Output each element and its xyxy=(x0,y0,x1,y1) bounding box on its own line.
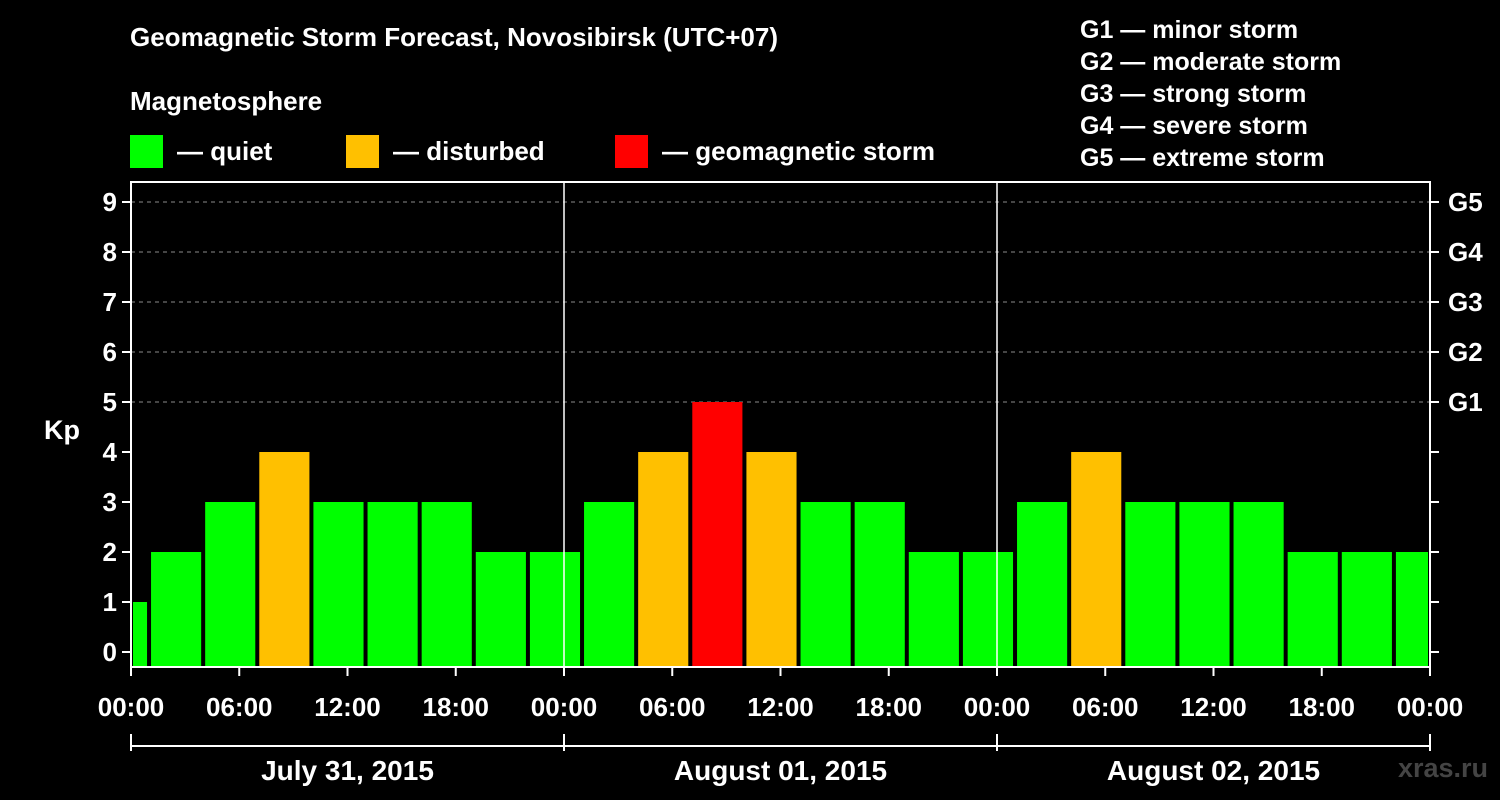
xtick-label-12: 00:00 xyxy=(1397,692,1464,722)
kp-bar-11 xyxy=(692,402,743,667)
kp-bar-2 xyxy=(205,502,256,667)
ytick-label-5: 5 xyxy=(103,387,117,417)
g-scale-g4: G4 — severe storm xyxy=(1080,112,1308,140)
right-tick-label-G5: G5 xyxy=(1448,187,1483,217)
right-tick-label-G1: G1 xyxy=(1448,387,1483,417)
ytick-label-7: 7 xyxy=(103,287,117,317)
g-scale-g2: G2 — moderate storm xyxy=(1080,48,1342,76)
watermark: xras.ru xyxy=(1397,753,1488,783)
xtick-label-1: 06:00 xyxy=(206,692,273,722)
right-tick-label-G2: G2 xyxy=(1448,337,1483,367)
magnetosphere-label: Magnetosphere xyxy=(130,86,323,116)
kp-bar-6 xyxy=(421,502,472,667)
kp-bar-1 xyxy=(151,552,202,667)
legend-item-disturbed: — disturbed xyxy=(346,134,545,168)
xtick-label-0: 00:00 xyxy=(98,692,165,722)
day-label-2: August 02, 2015 xyxy=(1107,755,1320,786)
xtick-label-10: 12:00 xyxy=(1180,692,1247,722)
kp-bar-21 xyxy=(1233,502,1284,667)
ytick-label-6: 6 xyxy=(103,337,117,367)
y-axis-label: Kp xyxy=(44,415,80,445)
ytick-label-8: 8 xyxy=(103,237,117,267)
kp-bar-18 xyxy=(1071,452,1122,667)
right-tick-label-G3: G3 xyxy=(1448,287,1483,317)
kp-bar-17 xyxy=(1017,502,1068,667)
kp-bar-5 xyxy=(367,502,418,667)
ytick-label-1: 1 xyxy=(103,587,117,617)
legend-swatch-disturbed xyxy=(346,134,379,168)
xtick-label-9: 06:00 xyxy=(1072,692,1139,722)
kp-bar-15 xyxy=(908,552,959,667)
right-tick-label-G4: G4 xyxy=(1448,237,1483,267)
kp-bar-13 xyxy=(800,502,851,667)
legend-label-quiet: — quiet xyxy=(177,135,273,166)
legend-label-disturbed: — disturbed xyxy=(393,135,545,166)
kp-bar-23 xyxy=(1341,552,1392,667)
g-scale-g3: G3 — strong storm xyxy=(1080,80,1307,108)
kp-bar-20 xyxy=(1179,502,1230,667)
kp-bar-14 xyxy=(854,502,905,667)
kp-bar-12 xyxy=(746,452,797,667)
kp-bar-24 xyxy=(1395,552,1428,667)
kp-bar-8 xyxy=(529,552,581,667)
ytick-label-4: 4 xyxy=(103,437,118,467)
xtick-label-6: 12:00 xyxy=(747,692,814,722)
kp-bar-19 xyxy=(1125,502,1176,667)
xtick-label-3: 18:00 xyxy=(423,692,490,722)
legend-item-quiet: — quiet xyxy=(130,134,272,168)
ytick-label-9: 9 xyxy=(103,187,117,217)
g-scale-legend: G1 — minor storm G2 — moderate storm G3 … xyxy=(1080,14,1341,174)
kp-bar-10 xyxy=(638,452,689,667)
kp-bar-7 xyxy=(475,552,526,667)
g-scale-g5: G5 — extreme storm xyxy=(1080,144,1325,172)
kp-bar-22 xyxy=(1287,552,1338,667)
xtick-label-4: 00:00 xyxy=(531,692,598,722)
g-scale-g1: G1 — minor storm xyxy=(1080,16,1299,44)
xtick-label-8: 00:00 xyxy=(964,692,1031,722)
xtick-label-5: 06:00 xyxy=(639,692,706,722)
ytick-label-0: 0 xyxy=(103,637,117,667)
kp-bar-3 xyxy=(259,452,310,667)
legend-item-storm: — geomagnetic storm xyxy=(615,134,935,168)
day-label-0: July 31, 2015 xyxy=(261,755,434,786)
ytick-label-2: 2 xyxy=(103,537,117,567)
xtick-label-2: 12:00 xyxy=(314,692,381,722)
legend-swatch-storm xyxy=(615,134,648,168)
legend-label-storm: — geomagnetic storm xyxy=(662,135,936,166)
kp-bar-9 xyxy=(584,502,635,667)
xtick-label-7: 18:00 xyxy=(856,692,923,722)
ytick-label-3: 3 xyxy=(103,487,117,517)
kp-bar-0 xyxy=(133,602,148,667)
chart-title: Geomagnetic Storm Forecast, Novosibirsk … xyxy=(130,22,779,52)
kp-bar-4 xyxy=(313,502,364,667)
xtick-label-11: 18:00 xyxy=(1289,692,1356,722)
day-label-1: August 01, 2015 xyxy=(674,755,887,786)
legend-swatch-quiet xyxy=(130,134,163,168)
kp-bar-16 xyxy=(962,552,1014,667)
